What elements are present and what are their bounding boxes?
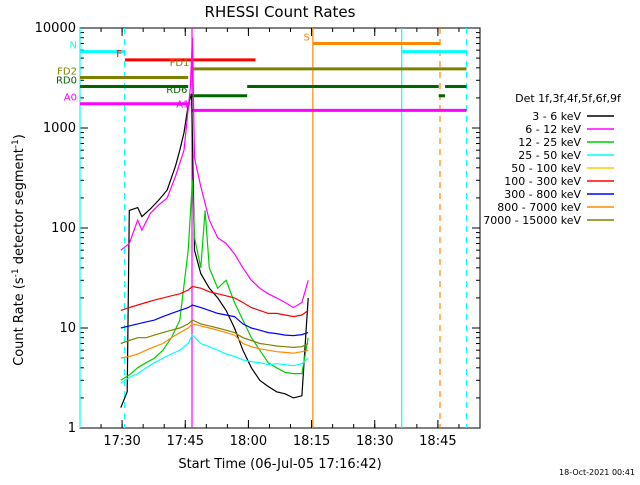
y-tick-label: 1000	[43, 121, 76, 136]
flag-label-a1: A1	[176, 99, 189, 110]
x-tick-label: 17:30	[103, 434, 140, 449]
legend-label: 12 - 25 keV	[518, 136, 581, 149]
legend-label: 300 - 800 keV	[504, 188, 581, 201]
flag-label-rd6: RD6	[166, 85, 187, 96]
flag-label-rd0: RD0	[56, 76, 77, 87]
x-tick-label: 18:15	[293, 434, 330, 449]
legend-label: 100 - 300 keV	[504, 175, 581, 188]
y-axis-label-end: )	[12, 134, 27, 139]
y-tick-label: 1	[68, 421, 76, 436]
x-tick-label: 17:45	[167, 434, 204, 449]
series-line-3-6-kev	[120, 93, 309, 408]
series-line-25-50-kev	[120, 334, 309, 384]
y-axis-label-mid: detector segment	[12, 148, 27, 268]
y-tick-label: 10	[59, 321, 76, 336]
series-line-300-800-kev	[120, 304, 309, 337]
legend-label: 6 - 12 keV	[525, 123, 581, 136]
y-tick-label: 100	[51, 221, 76, 236]
legend-label: 50 - 100 keV	[511, 162, 581, 175]
y-tick-label: 10000	[35, 21, 76, 36]
footer-date: 18-Oct-2021 00:41	[559, 468, 635, 477]
x-tick-label: 18:00	[230, 434, 267, 449]
flag-label-fd1: FD1	[170, 58, 190, 69]
series-line-800-7000-kev	[120, 323, 309, 359]
legend-title: Det 1f,3f,4f,5f,6f,9f	[515, 92, 622, 105]
y-axis-label-main: Count Rate (s	[12, 277, 27, 366]
series-line-6-12-kev	[120, 37, 309, 309]
y-axis-label-sup1: -1	[11, 268, 21, 277]
series-line-12-25-kev	[120, 180, 309, 381]
flag-label-f: F	[116, 49, 122, 60]
y-axis-label: Count Rate (s-1 detector segment-1)	[11, 134, 27, 366]
flag-label-fd2: FD2	[57, 66, 77, 77]
plot-area: 1 10 100 1000 10000 17:30 17:45 18:00 18:15 18:30…	[35, 21, 614, 449]
x-axis-label: Start Time (06-Jul-05 17:16:42)	[178, 457, 381, 472]
legend-label: 800 - 7000 keV	[497, 201, 581, 214]
series-line-7000-15000-kev	[120, 319, 309, 349]
legend-label: 25 - 50 keV	[518, 149, 581, 162]
y-axis-label-sup2: -1	[11, 139, 21, 148]
legend-label: 7000 - 15000 keV	[483, 214, 581, 227]
series-line-100-300-kev	[120, 285, 309, 318]
x-tick-label: 18:30	[356, 434, 393, 449]
x-tick-label: 18:45	[419, 434, 456, 449]
flag-label-n: N	[70, 41, 77, 52]
legend-label: 3 - 6 keV	[532, 110, 581, 123]
flag-label-a0: A0	[64, 93, 77, 104]
chart-title: RHESSI Count Rates	[205, 3, 356, 21]
flag-label-s: S	[303, 32, 309, 43]
